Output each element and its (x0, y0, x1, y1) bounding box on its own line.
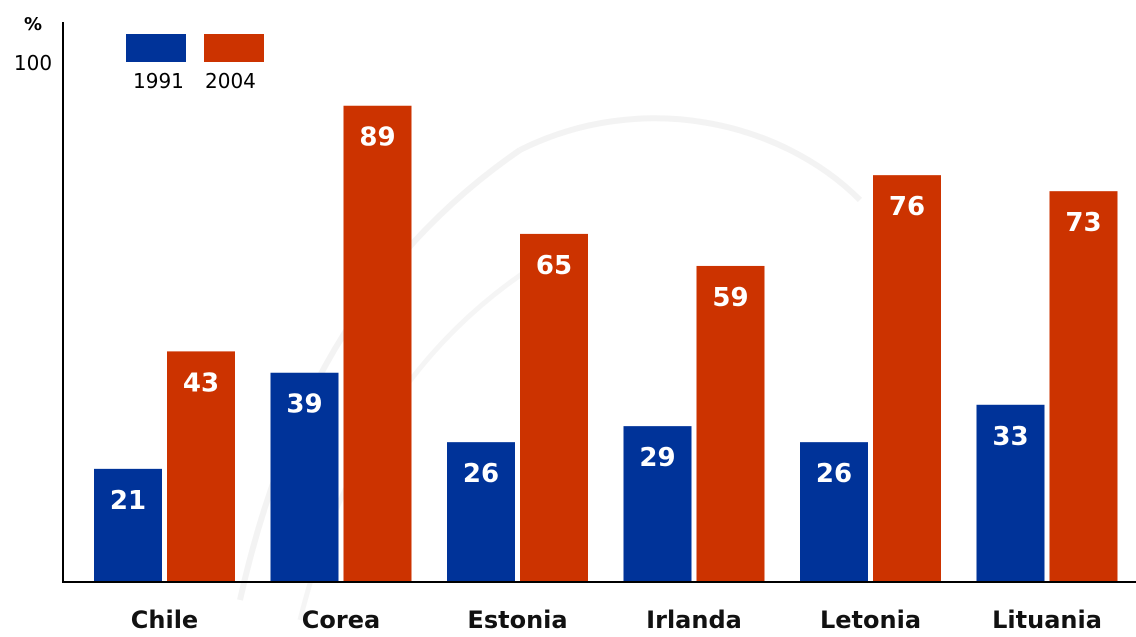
legend-swatch-1991 (126, 34, 186, 62)
bar-lituania-1991 (976, 404, 1045, 581)
value-label-lituania-1991: 33 (992, 422, 1028, 452)
value-label-letonia-2004: 76 (889, 192, 925, 222)
y-tick-label: 100 (14, 51, 52, 75)
category-label-estonia: Estonia (467, 606, 567, 634)
category-label-chile: Chile (131, 606, 198, 634)
value-label-estonia-1991: 26 (463, 459, 499, 489)
legend-label-2004: 2004 (205, 69, 256, 93)
value-label-estonia-2004: 65 (536, 251, 572, 281)
category-label-irlanda: Irlanda (646, 606, 742, 634)
bar-irlanda-1991 (623, 426, 692, 581)
bars-group (94, 105, 1118, 582)
value-labels-group: 21 43 39 89 26 65 29 59 26 76 33 73 (110, 123, 1102, 516)
value-label-chile-2004: 43 (183, 368, 219, 398)
value-label-irlanda-1991: 29 (639, 443, 675, 473)
value-label-irlanda-2004: 59 (712, 283, 748, 313)
bar-corea-1991 (270, 372, 339, 581)
legend: 1991 2004 (126, 34, 264, 93)
value-label-corea-1991: 39 (286, 390, 322, 420)
bar-chile-2004 (167, 351, 235, 581)
category-label-letonia: Letonia (820, 606, 921, 634)
y-axis-unit-label: % (24, 14, 42, 35)
bar-letonia-2004 (873, 175, 941, 581)
bar-corea-2004 (343, 105, 412, 582)
value-label-lituania-2004: 73 (1065, 208, 1101, 238)
value-label-corea-2004: 89 (359, 123, 395, 153)
legend-swatch-2004 (204, 34, 264, 62)
category-label-corea: Corea (302, 606, 380, 634)
category-labels-group: Chile Corea Estonia Irlanda Letonia Lituania (131, 606, 1102, 634)
bar-lituania-2004 (1049, 191, 1118, 581)
bar-letonia-1991 (800, 442, 868, 581)
bar-chile-1991 (94, 468, 162, 581)
bar-estonia-2004 (520, 233, 588, 581)
legend-label-1991: 1991 (133, 69, 184, 93)
category-label-lituania: Lituania (992, 606, 1102, 634)
value-label-letonia-1991: 26 (816, 459, 852, 489)
value-label-chile-1991: 21 (110, 486, 146, 516)
bar-irlanda-2004 (696, 265, 765, 581)
bar-estonia-1991 (447, 442, 515, 581)
